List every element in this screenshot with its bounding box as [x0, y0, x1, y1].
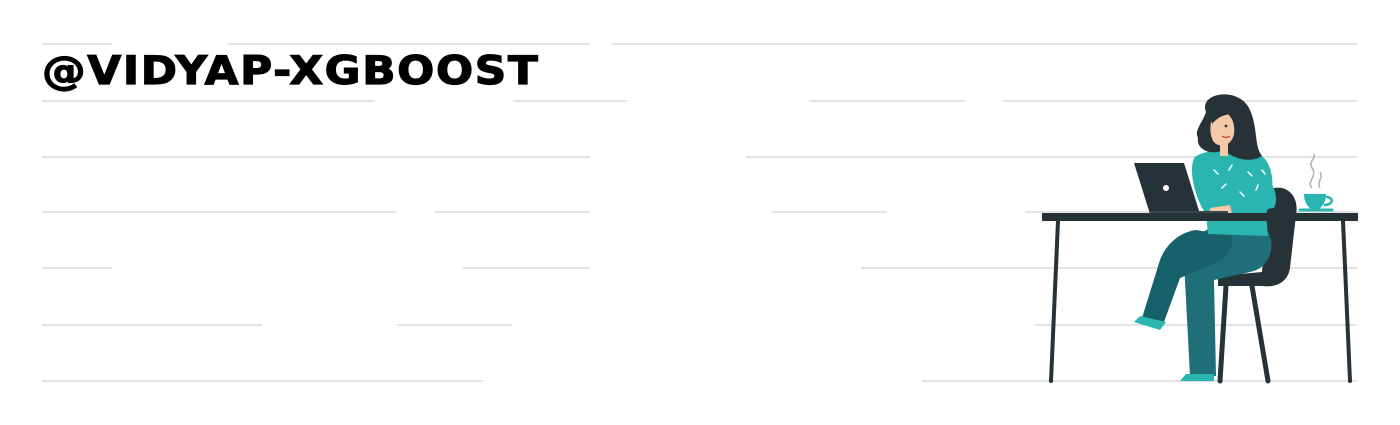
- woman-head: [1196, 94, 1262, 160]
- chair-icon: [1217, 187, 1297, 384]
- steaming-coffee-cup-icon: [1298, 153, 1334, 212]
- woman-torso: [1191, 149, 1276, 236]
- woman-legs: [1134, 228, 1272, 381]
- profile-handle-title: @VIDYAP-XGBOOST: [41, 49, 540, 94]
- desk-icon: [1042, 213, 1358, 383]
- woman-working-on-laptop-icon: [1042, 94, 1358, 384]
